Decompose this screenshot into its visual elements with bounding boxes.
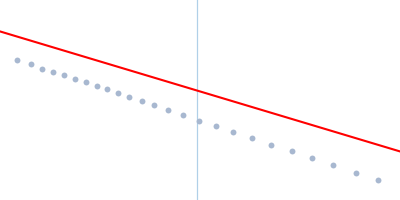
Point [61,74,67,77]
Point [38,67,45,70]
Point [14,58,20,62]
Point [126,95,133,98]
Point [196,119,202,122]
Point [115,91,122,94]
Point [180,114,186,117]
Point [138,99,145,102]
Point [374,178,381,182]
Point [352,171,359,174]
Point [50,70,56,74]
Point [212,125,219,128]
Point [288,150,295,153]
Point [151,104,158,107]
Point [83,81,89,84]
Point [330,164,336,167]
Point [309,157,316,160]
Point [72,77,78,80]
Point [27,63,34,66]
Point [230,131,236,134]
Point [248,137,255,140]
Point [165,108,172,112]
Point [104,88,110,91]
Point [268,143,274,146]
Point [94,84,100,87]
